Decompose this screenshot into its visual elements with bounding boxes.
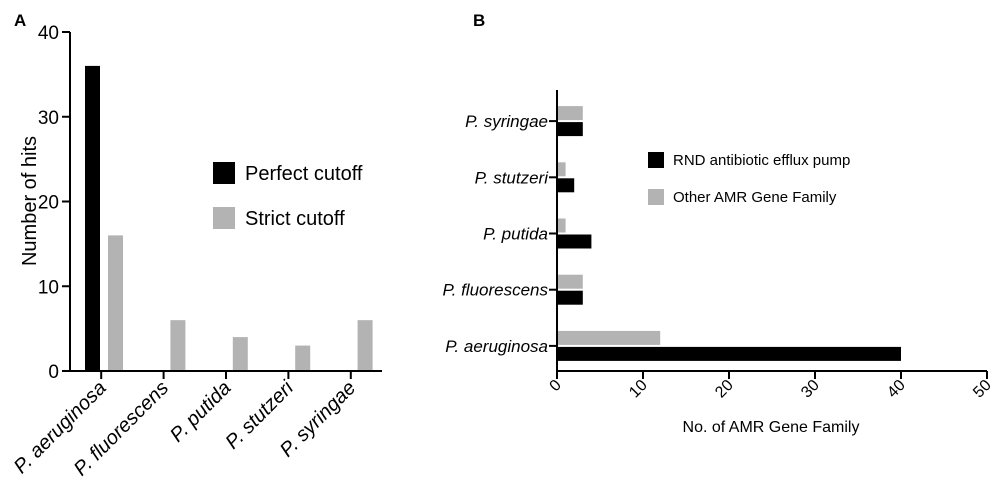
panel-b-y-ticks: P. aeruginosa P. fluorescens P. putida P. s… bbox=[442, 112, 557, 356]
bar-other-amr-gene-family-p-stutzeri bbox=[557, 162, 566, 177]
y-tick-label: P. aeruginosa bbox=[445, 337, 548, 356]
x-tick-label: 30 bbox=[798, 377, 823, 402]
panel-b-axes bbox=[556, 90, 987, 372]
legend-label-rnd-antibiotic-efflux-pump: RND antibiotic efflux pump bbox=[673, 152, 850, 169]
panel-b-x-ticks: 0 10 20 30 40 50 bbox=[547, 371, 995, 401]
panel-b-bars bbox=[557, 106, 901, 361]
legend-swatch-perfect-cutoff bbox=[213, 162, 235, 184]
legend-swatch-other-amr-gene-family bbox=[648, 189, 664, 205]
bar-strict-cutoff-p-putida bbox=[232, 337, 248, 371]
bar-other-amr-gene-family-p-aeruginosa bbox=[557, 330, 661, 345]
legend-label-other-amr-gene-family: Other AMR Gene Family bbox=[673, 189, 837, 206]
legend-label-perfect-cutoff: Perfect cutoff bbox=[245, 163, 363, 185]
panel-b-x-axis-title: No. of AMR Gene Family bbox=[683, 419, 860, 436]
y-tick-label: 30 bbox=[38, 108, 59, 129]
bar-perfect-cutoff-p-aeruginosa bbox=[85, 65, 100, 372]
y-tick-label: 40 bbox=[38, 23, 59, 44]
panel-a-legend: Perfect cutoff Strict cutoff bbox=[213, 162, 363, 230]
panel-a-y-ticks: 0 10 20 30 40 bbox=[38, 23, 70, 383]
bar-other-amr-gene-family-p-syringae bbox=[557, 106, 583, 121]
x-tick-label: 10 bbox=[626, 377, 651, 402]
y-tick-label: P. syringae bbox=[465, 112, 548, 131]
y-tick-label: 0 bbox=[48, 362, 59, 383]
y-tick-label: P. putida bbox=[483, 225, 548, 244]
y-tick-label: P. fluorescens bbox=[442, 281, 548, 300]
y-tick-label: 10 bbox=[38, 277, 59, 298]
bar-other-amr-gene-family-p-putida bbox=[557, 218, 566, 233]
panel-a-y-axis-title: Number of hits bbox=[19, 136, 41, 266]
bar-rnd-antibiotic-efflux-pump-p-putida bbox=[557, 234, 592, 249]
bar-strict-cutoff-p-aeruginosa bbox=[108, 235, 123, 371]
legend-label-strict-cutoff: Strict cutoff bbox=[245, 208, 345, 230]
panel-b-letter: B bbox=[473, 11, 485, 30]
x-tick-label: 50 bbox=[970, 377, 995, 402]
panel-a-letter: A bbox=[14, 11, 26, 30]
panel-b-legend: RND antibiotic efflux pump Other AMR Gene… bbox=[648, 152, 850, 206]
y-tick-label: 20 bbox=[38, 193, 59, 214]
panel-a-bars bbox=[85, 65, 373, 372]
y-tick-label: P. stutzeri bbox=[475, 168, 550, 187]
bar-strict-cutoff-p-syringae bbox=[357, 320, 373, 371]
legend-swatch-strict-cutoff bbox=[213, 207, 235, 229]
x-tick-label: 20 bbox=[712, 377, 737, 402]
bar-strict-cutoff-p-stutzeri bbox=[295, 345, 311, 371]
bar-rnd-antibiotic-efflux-pump-p-syringae bbox=[557, 122, 583, 137]
bar-rnd-antibiotic-efflux-pump-p-stutzeri bbox=[557, 178, 575, 193]
bar-strict-cutoff-p-fluorescens bbox=[170, 320, 186, 371]
bar-other-amr-gene-family-p-fluorescens bbox=[557, 274, 583, 289]
bar-rnd-antibiotic-efflux-pump-p-fluorescens bbox=[557, 290, 583, 305]
x-tick-label: 0 bbox=[547, 377, 565, 395]
bar-rnd-antibiotic-efflux-pump-p-aeruginosa bbox=[557, 346, 901, 361]
x-tick-label: 40 bbox=[884, 377, 909, 402]
legend-swatch-rnd-antibiotic-efflux-pump bbox=[648, 152, 664, 168]
